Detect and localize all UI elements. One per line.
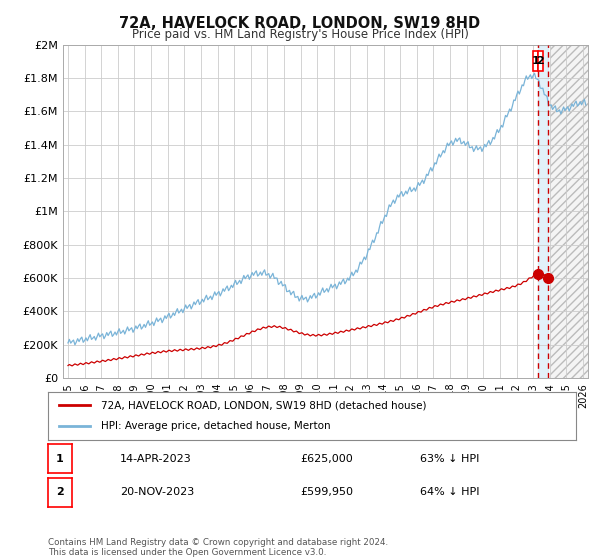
Bar [538, 52, 543, 72]
Text: 2: 2 [536, 57, 544, 67]
Bar [550, 45, 596, 378]
Text: 72A, HAVELOCK ROAD, LONDON, SW19 8HD: 72A, HAVELOCK ROAD, LONDON, SW19 8HD [119, 16, 481, 31]
Text: 1: 1 [531, 57, 539, 67]
Text: 72A, HAVELOCK ROAD, LONDON, SW19 8HD (detached house): 72A, HAVELOCK ROAD, LONDON, SW19 8HD (de… [101, 400, 426, 410]
Text: Price paid vs. HM Land Registry's House Price Index (HPI): Price paid vs. HM Land Registry's House … [131, 28, 469, 41]
Text: 14-APR-2023: 14-APR-2023 [120, 454, 192, 464]
Text: £599,950: £599,950 [300, 487, 353, 497]
Bar [533, 52, 538, 72]
Text: 1: 1 [56, 454, 64, 464]
Bar [538, 45, 548, 378]
Text: HPI: Average price, detached house, Merton: HPI: Average price, detached house, Mert… [101, 421, 331, 431]
Text: 63% ↓ HPI: 63% ↓ HPI [420, 454, 479, 464]
Text: 2: 2 [56, 487, 64, 497]
Text: Contains HM Land Registry data © Crown copyright and database right 2024.
This d: Contains HM Land Registry data © Crown c… [48, 538, 388, 557]
Bar [550, 45, 596, 378]
Text: 64% ↓ HPI: 64% ↓ HPI [420, 487, 479, 497]
Text: £625,000: £625,000 [300, 454, 353, 464]
Text: 20-NOV-2023: 20-NOV-2023 [120, 487, 194, 497]
